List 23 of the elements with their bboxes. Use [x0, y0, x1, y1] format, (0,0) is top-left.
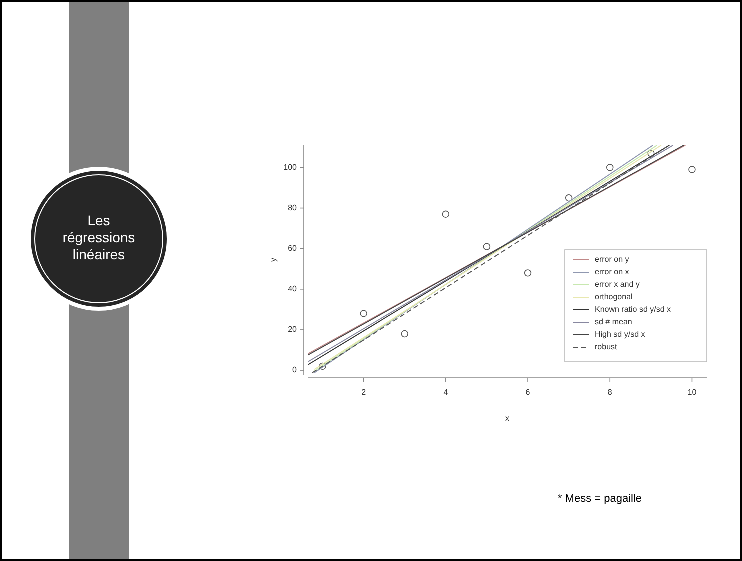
- y-tick-label: 100: [284, 162, 298, 172]
- x-tick-label: 10: [688, 388, 698, 397]
- text: Les régressions linéaires: [62, 212, 136, 263]
- y-tick-label: 80: [288, 203, 298, 212]
- y-tick-label: 60: [288, 244, 298, 253]
- legend-label: error x and y: [595, 280, 640, 290]
- y-tick-label: 0: [292, 366, 298, 375]
- legend-label: sd # mean: [595, 318, 632, 327]
- legend-label: error on y: [595, 255, 630, 264]
- legend-label: robust: [595, 342, 618, 352]
- legend-label: orthogonal: [595, 292, 634, 302]
- x-axis-title: x: [506, 414, 510, 423]
- text: * Mess = pagaille: [558, 493, 642, 505]
- x-tick-label: 6: [526, 388, 531, 397]
- legend-label: Known ratio sd y/sd x: [595, 305, 672, 314]
- y-tick-label: 20: [288, 325, 298, 334]
- y-axis-title: y: [269, 258, 278, 262]
- x-tick-label: 4: [444, 388, 449, 397]
- legend-label: High sd y/sd x: [595, 330, 646, 340]
- x-tick-label: 2: [362, 388, 367, 397]
- y-tick-label: 40: [288, 284, 298, 294]
- x-tick-label: 8: [608, 388, 613, 397]
- legend-label: error on x: [595, 268, 630, 277]
